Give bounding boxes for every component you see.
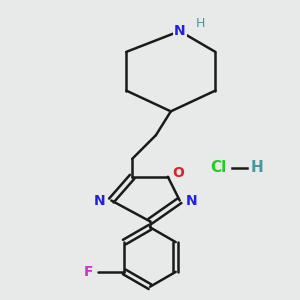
Text: N: N	[94, 194, 105, 208]
Text: Cl: Cl	[210, 160, 226, 175]
Text: H: H	[196, 17, 205, 30]
Text: O: O	[172, 166, 184, 180]
Text: N: N	[174, 24, 185, 38]
Text: N: N	[186, 194, 197, 208]
Text: F: F	[84, 265, 93, 279]
Text: H: H	[250, 160, 263, 175]
